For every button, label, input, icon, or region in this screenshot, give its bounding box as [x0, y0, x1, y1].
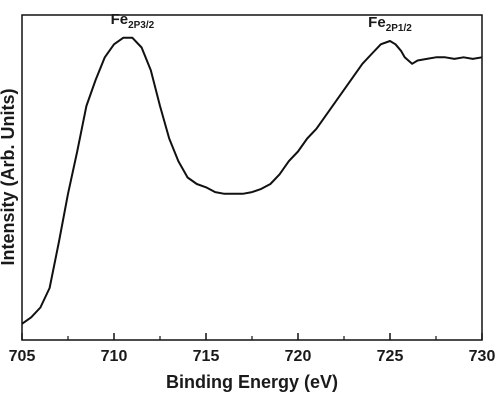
spectrum-line — [21, 36, 483, 325]
x-axis-title: Binding Energy (eV) — [166, 372, 338, 392]
x-tick-label-725: 725 — [377, 348, 404, 365]
x-tick-label-710: 710 — [101, 348, 128, 365]
x-tick-label-730: 730 — [469, 348, 496, 365]
x-axis-tick-labels: 705 710 715 720 725 730 — [9, 348, 496, 365]
x-tick-label-715: 715 — [193, 348, 220, 365]
x-axis-ticks — [21, 333, 483, 340]
y-axis-title: Intensity (Arb. Units) — [0, 88, 18, 265]
peak-label-2: Fe2P1/2 — [368, 14, 412, 34]
peak-label-1: Fe2P3/2 — [111, 11, 155, 31]
peak-annotations: Fe2P3/2 Fe2P1/2 — [111, 11, 413, 34]
x-tick-label-705: 705 — [9, 348, 36, 365]
x-tick-label-720: 720 — [285, 348, 312, 365]
